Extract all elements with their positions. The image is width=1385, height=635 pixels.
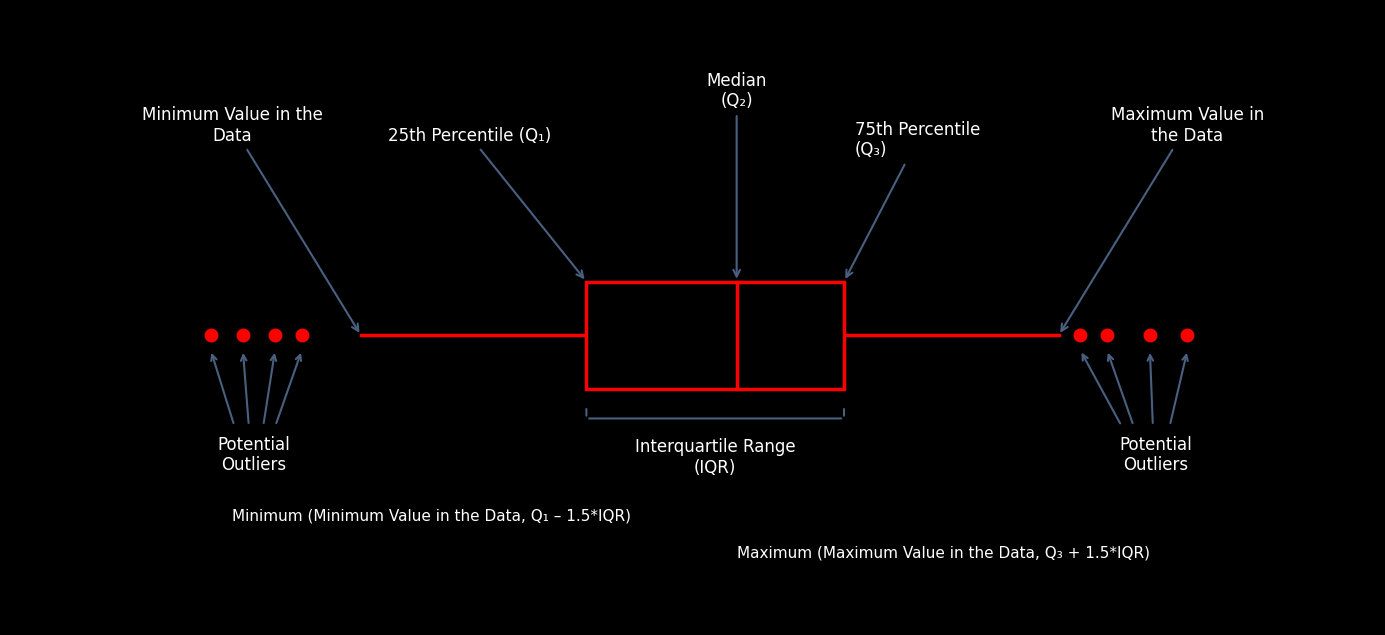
Bar: [586, 281, 843, 389]
Text: Maximum (Maximum Value in the Data, Q₃ + 1.5*IQR): Maximum (Maximum Value in the Data, Q₃ +…: [737, 545, 1150, 561]
Text: Median
(Q₂): Median (Q₂): [706, 72, 767, 276]
Text: Minimum Value in the
Data: Minimum Value in the Data: [141, 106, 359, 331]
Text: Maximum Value in
the Data: Maximum Value in the Data: [1061, 106, 1265, 331]
Text: Minimum (Minimum Value in the Data, Q₁ – 1.5*IQR): Minimum (Minimum Value in the Data, Q₁ –…: [233, 509, 632, 524]
Text: Potential
Outliers: Potential Outliers: [217, 436, 289, 474]
Text: 75th Percentile
(Q₃): 75th Percentile (Q₃): [846, 121, 981, 277]
Text: 25th Percentile (Q₁): 25th Percentile (Q₁): [388, 126, 583, 277]
Text: Interquartile Range
(IQR): Interquartile Range (IQR): [634, 438, 795, 477]
Text: Potential
Outliers: Potential Outliers: [1119, 436, 1191, 474]
